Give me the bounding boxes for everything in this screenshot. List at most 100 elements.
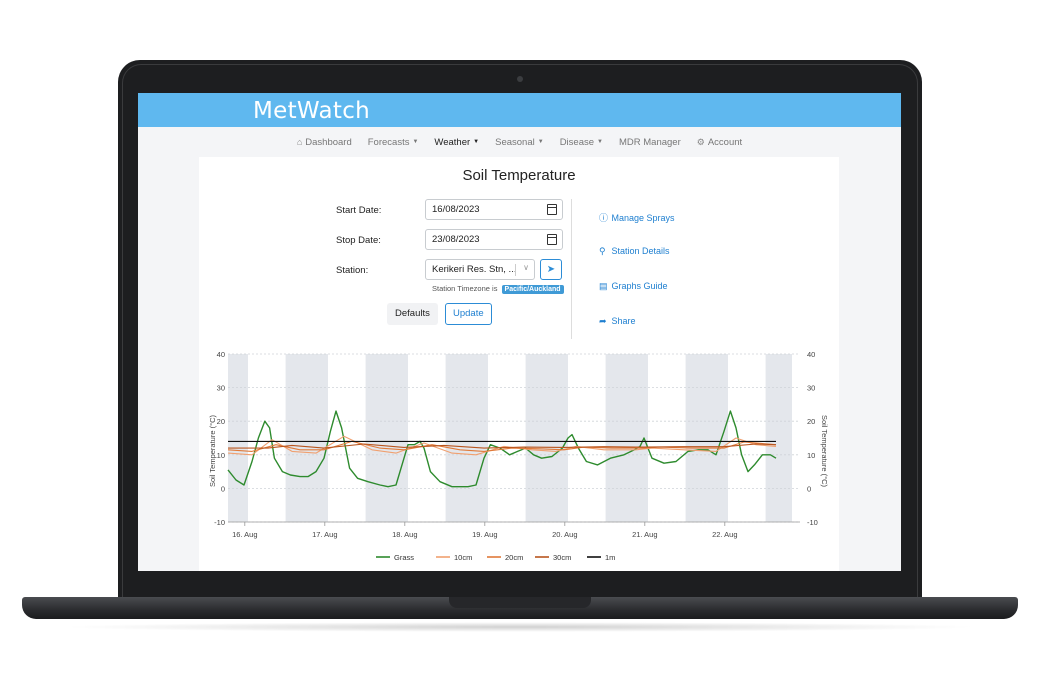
- night-band: [285, 354, 328, 522]
- y-tick-label-right: 20: [807, 417, 815, 426]
- page-title: Soil Temperature: [462, 167, 576, 184]
- stop-date-value: 23/08/2023: [432, 234, 480, 245]
- soil-temperature-chart[interactable]: -10 0 10 20 30 40 -10 0 10 20 30 40 16. Aug 17. Aug…: [138, 341, 901, 571]
- chart-legend: Grass 10cm 20cm 30cm 1m: [376, 553, 615, 562]
- series-line-20cm[interactable]: [227, 440, 777, 452]
- timezone-badge: Pacific/Auckland: [501, 285, 564, 294]
- y-tick-label-left: 30: [217, 384, 225, 393]
- nav-account[interactable]: ⚙ Account: [689, 137, 750, 148]
- station-timezone-note: Station Timezone is Pacific/Auckland: [432, 284, 564, 294]
- timezone-prefix: Station Timezone is: [432, 284, 498, 293]
- night-band: [765, 354, 792, 522]
- y-tick-label-left: 40: [217, 350, 225, 359]
- start-date-input[interactable]: 16/08/2023: [425, 199, 563, 220]
- stop-date-label: Stop Date:: [336, 235, 381, 246]
- location-arrow-icon: ➤: [546, 264, 556, 275]
- x-tick-label: 16. Aug: [232, 530, 257, 539]
- caret-down-icon: ▼: [537, 139, 544, 145]
- legend-label: 30cm: [553, 553, 571, 562]
- night-band: [228, 354, 248, 522]
- form-divider: [571, 199, 572, 339]
- top-header-bar: MetWatch: [138, 93, 901, 127]
- night-band: [605, 354, 648, 522]
- app-logo[interactable]: MetWatch: [253, 98, 371, 124]
- caret-down-icon: ▼: [473, 139, 480, 145]
- nav-label: Seasonal: [495, 136, 535, 148]
- y-tick-label-right: 40: [807, 350, 815, 359]
- y-tick-label-right: -10: [807, 518, 818, 527]
- series-line-10cm[interactable]: [227, 435, 777, 456]
- y-tick-label-right: 30: [807, 384, 815, 393]
- share-icon: ➦: [599, 316, 607, 326]
- legend-label: 10cm: [454, 553, 472, 562]
- defaults-button[interactable]: Defaults: [387, 303, 438, 325]
- nav-label: Forecasts: [367, 136, 410, 148]
- stop-date-input[interactable]: 23/08/2023: [425, 229, 563, 250]
- nav-dashboard[interactable]: ⌂ Dashboard: [289, 137, 360, 148]
- night-band: [445, 354, 488, 522]
- legend-item-10cm[interactable]: 10cm: [436, 553, 472, 562]
- nav-label: Weather: [434, 136, 471, 148]
- nav-label: MDR Manager: [618, 136, 681, 148]
- x-tick-label: 22. Aug: [712, 530, 737, 539]
- y-axis-title-left: Soil Temperature (°C): [208, 414, 217, 487]
- y-tick-label-left: 10: [217, 451, 225, 460]
- y-tick-label-left: -10: [214, 518, 225, 527]
- nav-label: Account: [707, 136, 743, 148]
- legend-item-20cm[interactable]: 20cm: [487, 553, 523, 562]
- x-tick-label: 18. Aug: [392, 530, 417, 539]
- manage-sprays-link[interactable]: ⓘ Manage Sprays: [599, 213, 675, 223]
- legend-label: Grass: [394, 553, 414, 562]
- update-button[interactable]: Update: [445, 303, 492, 325]
- locate-station-button[interactable]: ➤: [540, 259, 562, 280]
- start-date-value: 16/08/2023: [432, 204, 480, 215]
- caret-down-icon: ▼: [412, 139, 419, 145]
- nav-weather[interactable]: Weather ▼: [426, 137, 487, 148]
- nav-seasonal[interactable]: Seasonal ▼: [487, 137, 552, 148]
- calendar-icon[interactable]: [547, 234, 557, 245]
- info-circle-icon: ⓘ: [599, 213, 609, 223]
- x-tick-label: 21. Aug: [632, 530, 657, 539]
- nav-label: Dashboard: [305, 136, 352, 148]
- x-tick-label: 17. Aug: [312, 530, 337, 539]
- search-icon: ⚲: [599, 246, 606, 256]
- y-tick-label-left: 20: [217, 417, 225, 426]
- chart-icon: ▤: [599, 281, 608, 291]
- legend-label: 1m: [605, 553, 615, 562]
- nav-disease[interactable]: Disease ▼: [552, 137, 611, 148]
- night-band: [525, 354, 568, 522]
- share-link[interactable]: ➦ Share: [599, 316, 636, 326]
- y-tick-label-left: 0: [221, 484, 225, 493]
- graphs-guide-link[interactable]: ▤ Graphs Guide: [599, 281, 668, 291]
- nav-forecasts[interactable]: Forecasts ▼: [360, 137, 427, 148]
- station-label: Station:: [336, 265, 369, 276]
- y-axis-title-right: Soil Temperature (°C): [820, 415, 829, 488]
- caret-down-icon: ▼: [597, 139, 603, 145]
- home-icon: ⌂: [296, 137, 303, 147]
- night-band: [685, 354, 728, 522]
- station-select-value: Kerikeri Res. Stn, ...: [432, 264, 517, 275]
- legend-item-grass[interactable]: Grass: [376, 553, 414, 562]
- night-band: [365, 354, 408, 522]
- nav-label: Disease: [559, 136, 595, 148]
- x-tick-label: 20. Aug: [552, 530, 577, 539]
- main-nav: ⌂ Dashboard Forecasts ▼ Weather ▼ Season…: [138, 127, 901, 157]
- webcam-icon: [517, 76, 523, 82]
- legend-item-1m[interactable]: 1m: [587, 553, 615, 562]
- calendar-icon[interactable]: [547, 204, 557, 215]
- laptop-base-notch: [449, 597, 591, 608]
- start-date-label: Start Date:: [336, 205, 382, 216]
- chevron-down-icon: ∨: [523, 263, 529, 272]
- gear-icon: ⚙: [696, 136, 705, 147]
- series-line-30cm[interactable]: [228, 443, 777, 449]
- laptop-base: [22, 597, 1018, 619]
- x-tick-label: 19. Aug: [472, 530, 497, 539]
- y-tick-label-right: 10: [807, 451, 815, 460]
- station-select[interactable]: Kerikeri Res. Stn, ... ∨: [425, 259, 535, 280]
- nav-mdr-manager[interactable]: MDR Manager: [611, 137, 689, 148]
- legend-item-30cm[interactable]: 30cm: [535, 553, 571, 562]
- app-screen: MetWatch ⌂ Dashboard Forecasts ▼ Weather…: [138, 93, 901, 571]
- legend-label: 20cm: [505, 553, 523, 562]
- y-tick-label-right: 0: [807, 484, 811, 493]
- station-details-link[interactable]: ⚲ Station Details: [599, 246, 670, 256]
